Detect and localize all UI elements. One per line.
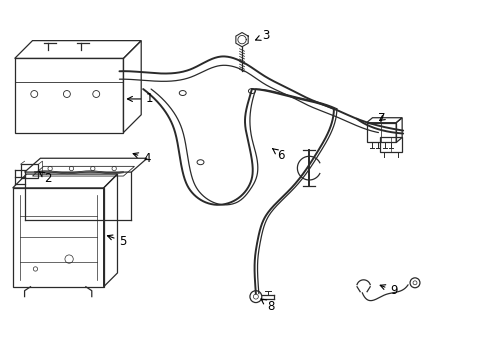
Text: 7: 7	[378, 112, 385, 125]
Text: 5: 5	[107, 235, 126, 248]
Text: 4: 4	[133, 152, 150, 165]
Text: 8: 8	[261, 299, 275, 313]
Text: 6: 6	[272, 149, 285, 162]
Text: 9: 9	[379, 284, 397, 297]
Text: 3: 3	[255, 29, 268, 42]
Text: 1: 1	[127, 93, 153, 105]
Text: 2: 2	[39, 171, 52, 185]
